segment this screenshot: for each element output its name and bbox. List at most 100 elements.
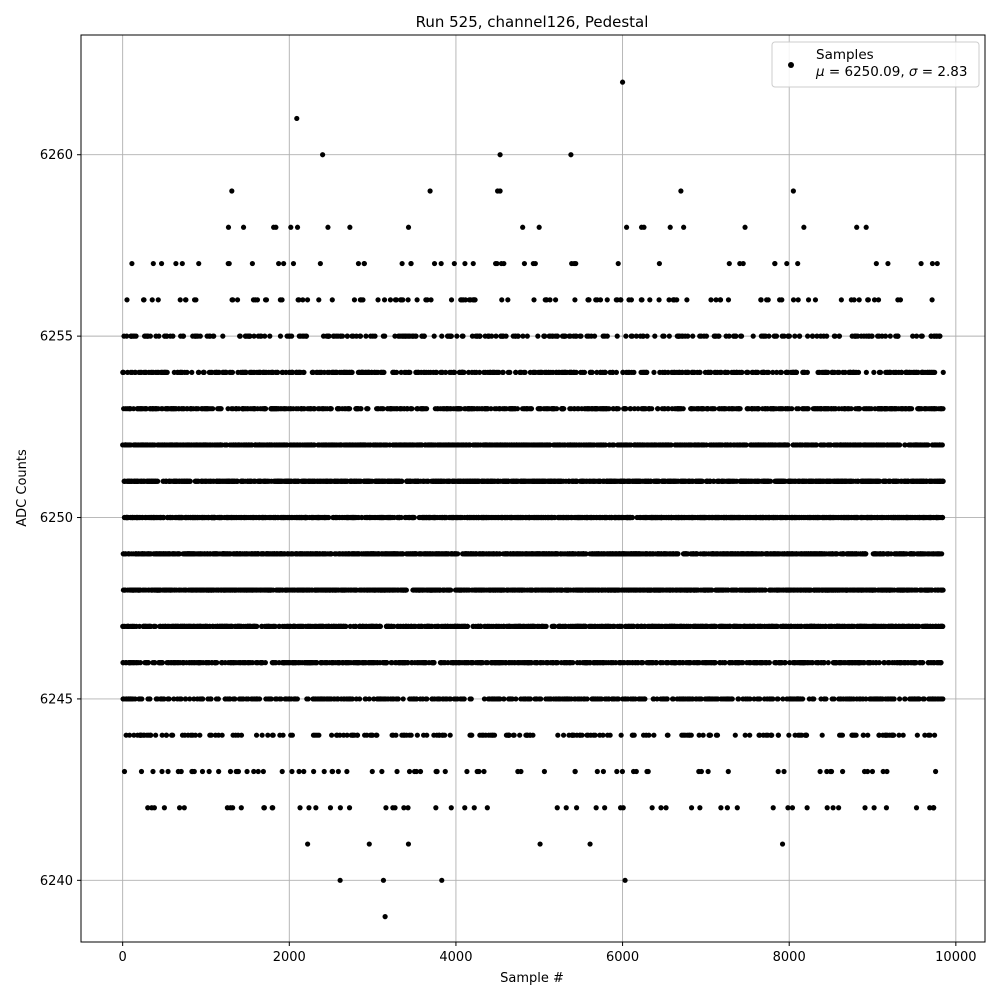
sample-point [515, 333, 521, 339]
sample-point [408, 732, 414, 738]
sample-point [468, 696, 474, 702]
sample-point [513, 696, 519, 702]
sample-point [150, 768, 156, 775]
sample-point [130, 406, 137, 412]
sample-point [170, 732, 176, 738]
sample-point [327, 805, 334, 811]
sample-point [161, 805, 167, 811]
sample-point [329, 297, 335, 303]
sample-point [400, 696, 406, 702]
sample-point [158, 260, 165, 267]
data-points [120, 79, 946, 920]
sample-point [354, 732, 361, 738]
sample-point [532, 260, 538, 267]
sample-point [461, 369, 467, 375]
sample-point [179, 260, 185, 267]
sample-point [256, 696, 263, 702]
sample-point [448, 297, 455, 303]
sample-point [383, 805, 389, 811]
sample-point [159, 660, 165, 666]
sample-point [471, 805, 477, 811]
sample-point [514, 406, 521, 412]
sample-point [409, 406, 415, 412]
sample-point [220, 333, 226, 339]
sample-point [136, 623, 143, 629]
sample-point [399, 478, 405, 484]
sample-point [438, 260, 444, 267]
sample-point [178, 768, 184, 775]
sample-point [528, 406, 535, 412]
sample-point [265, 732, 271, 738]
sample-point [159, 732, 165, 738]
sample-point [238, 805, 244, 811]
sample-point [147, 696, 153, 702]
sample-point [281, 260, 287, 267]
sample-point [421, 333, 427, 339]
sample-point [335, 768, 341, 775]
sample-point [270, 732, 276, 738]
sample-point [321, 768, 327, 775]
sample-point [317, 260, 323, 267]
sample-point [289, 768, 295, 775]
sample-point [394, 369, 400, 375]
sample-point [517, 732, 523, 738]
sample-point [325, 224, 331, 230]
sample-point [403, 587, 409, 593]
sample-point [387, 297, 394, 303]
sample-point [176, 805, 183, 811]
sample-point [313, 805, 319, 811]
sample-point [133, 333, 139, 339]
sample-point [273, 224, 279, 230]
sample-point [166, 696, 172, 702]
sample-point [507, 369, 513, 375]
sample-point [235, 768, 242, 775]
sample-point [151, 805, 157, 811]
sample-point [300, 297, 306, 303]
sample-point [472, 297, 478, 303]
sample-point [161, 514, 167, 521]
sample-point [329, 732, 335, 738]
sample-point [365, 406, 371, 412]
sample-point [433, 805, 439, 811]
sample-point [363, 333, 369, 339]
sample-point [152, 660, 158, 666]
sample-point [304, 297, 311, 303]
sample-point [316, 297, 322, 303]
sample-point [187, 478, 193, 484]
sample-point [178, 696, 184, 702]
sample-point [470, 260, 476, 267]
sample-point [138, 768, 145, 775]
sample-point [197, 732, 203, 738]
sample-point [155, 478, 161, 484]
sample-point [407, 369, 413, 375]
sample-point [161, 696, 167, 702]
sample-point [215, 696, 221, 702]
sample-point [214, 660, 220, 666]
sample-point [289, 333, 295, 339]
sample-point [448, 587, 454, 593]
sample-point [394, 768, 400, 775]
sample-point [469, 732, 475, 738]
sample-point [197, 333, 203, 339]
sample-point [253, 732, 260, 738]
sample-point [234, 297, 241, 303]
sample-point [276, 260, 282, 267]
sample-point [442, 732, 448, 738]
sample-point [357, 696, 363, 702]
sample-point [227, 768, 234, 775]
sample-point [137, 660, 144, 666]
sample-point [431, 260, 438, 267]
sample-point [126, 732, 133, 738]
sample-point [279, 297, 285, 303]
sample-point [405, 224, 412, 230]
sample-point [164, 369, 170, 375]
sample-point [148, 732, 154, 738]
sample-point [328, 406, 334, 412]
sample-point [240, 224, 247, 230]
sample-point [131, 732, 137, 738]
sample-point [424, 406, 430, 412]
sample-point [181, 805, 187, 811]
sample-point [375, 297, 381, 303]
sample-point [193, 297, 199, 303]
